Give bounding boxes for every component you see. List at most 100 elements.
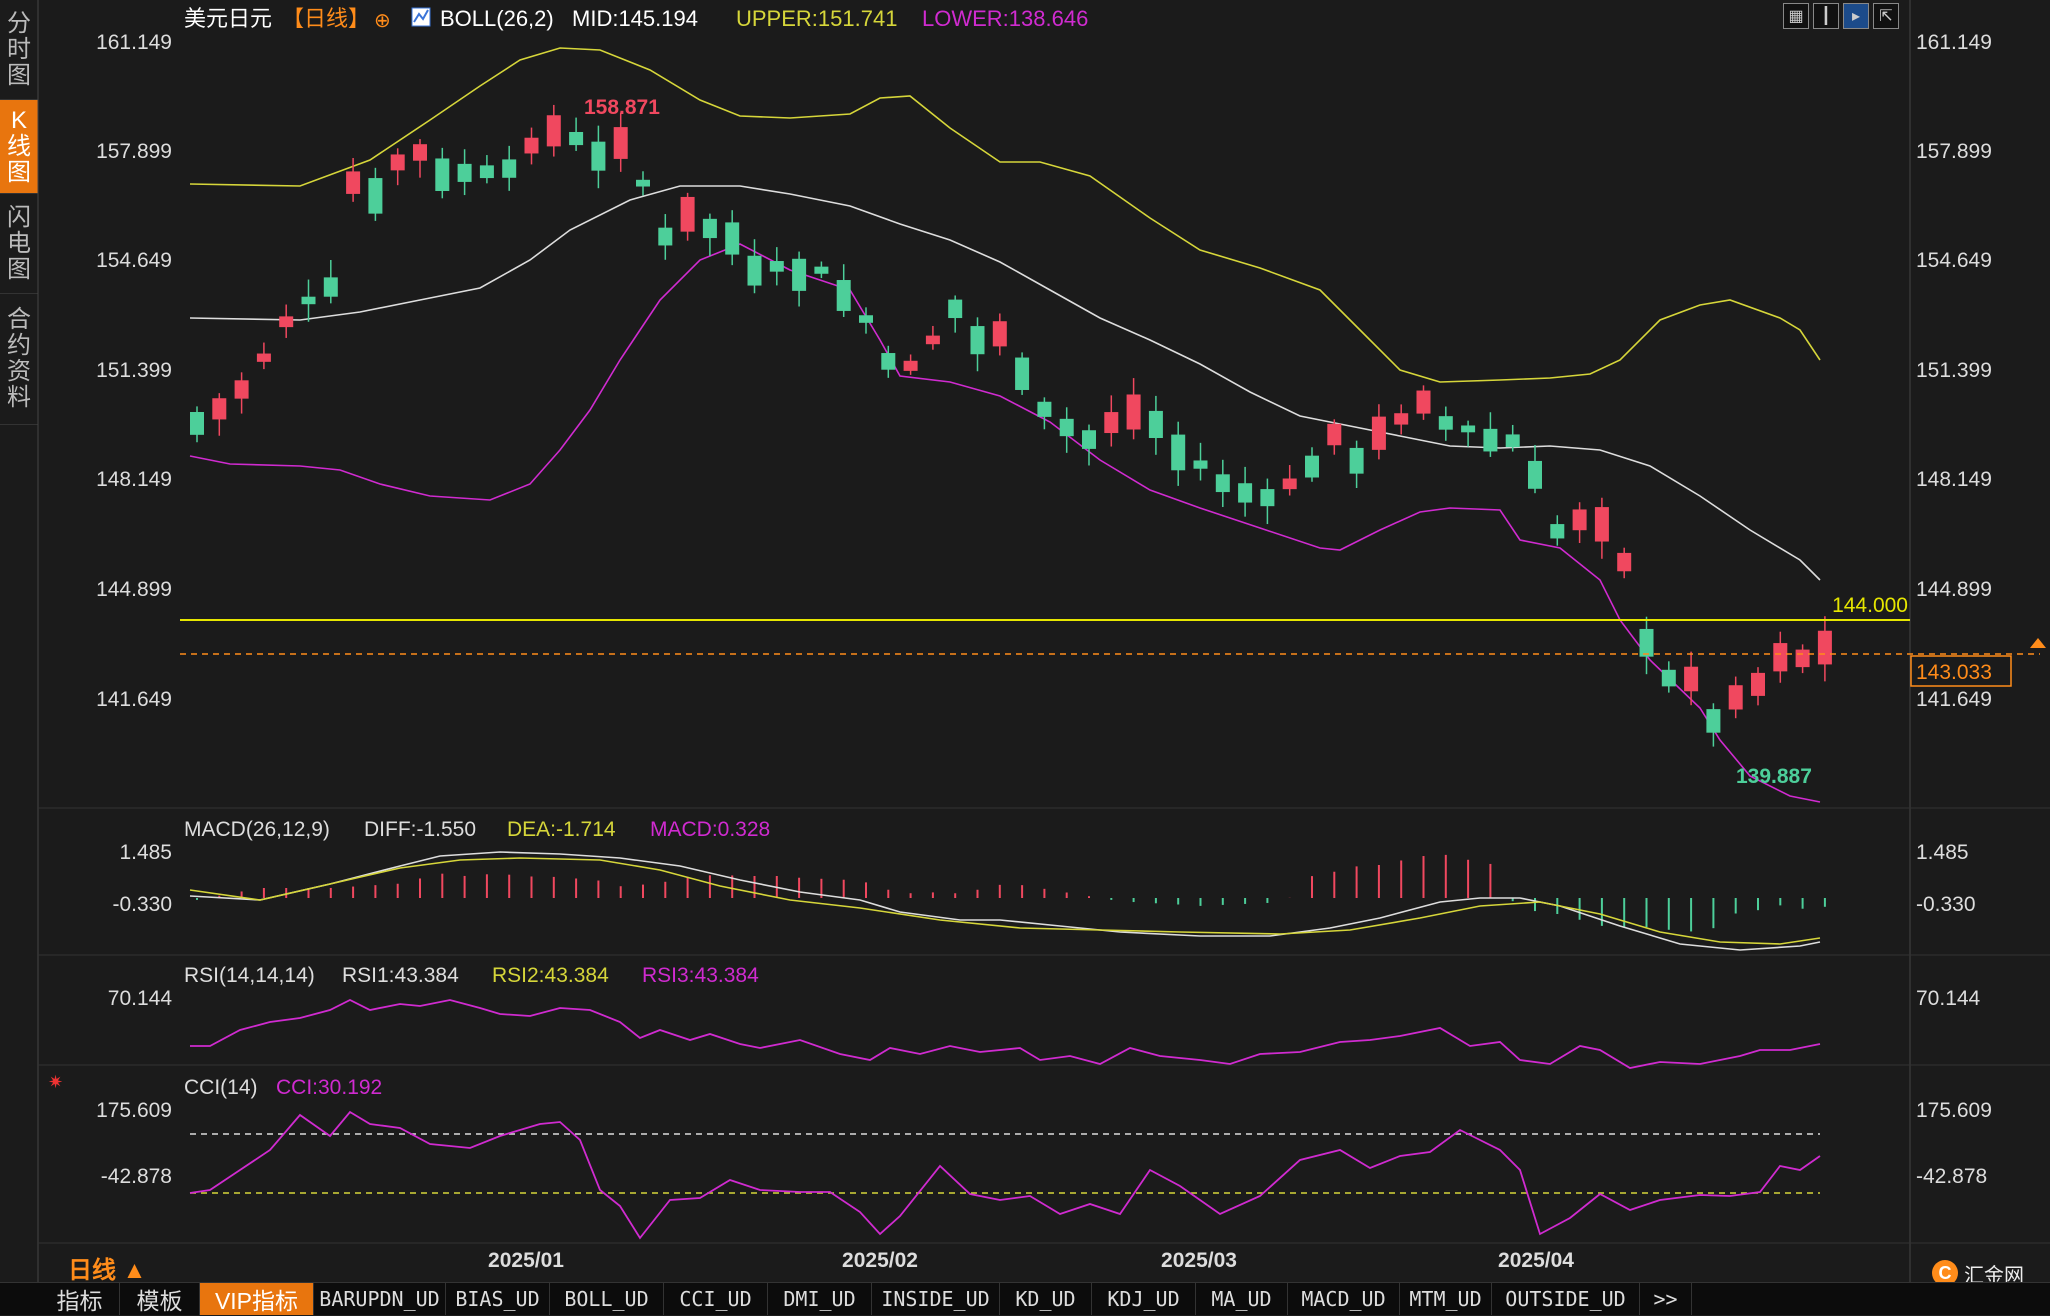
bottom-tab[interactable]: OUTSIDE_UD bbox=[1492, 1283, 1640, 1315]
candle-body bbox=[323, 277, 338, 297]
bottom-tab[interactable]: KDJ_UD bbox=[1092, 1283, 1196, 1315]
candle-body bbox=[747, 255, 762, 286]
candle-body bbox=[502, 159, 517, 178]
candle-body bbox=[1327, 423, 1342, 446]
cci-line bbox=[189, 1110, 1821, 1240]
tab-kline[interactable]: K线图 bbox=[0, 100, 38, 194]
candle-body bbox=[836, 280, 851, 311]
bottom-tab[interactable]: VIP指标 bbox=[200, 1283, 314, 1315]
candle-view-icon[interactable]: ┃ bbox=[1813, 3, 1839, 29]
candle-body bbox=[1594, 507, 1609, 542]
candle-body bbox=[1684, 666, 1699, 692]
rsi2-value: RSI2:43.384 bbox=[492, 964, 609, 987]
candle-body bbox=[636, 179, 650, 187]
current-price-box bbox=[1910, 655, 2012, 687]
price-tick: 151.399 bbox=[96, 359, 172, 382]
price-tick: 161.149 bbox=[1916, 31, 1992, 54]
bottom-tab[interactable]: >> bbox=[1640, 1283, 1692, 1315]
candle-body bbox=[859, 315, 873, 323]
bottom-tab[interactable]: DMI_UD bbox=[768, 1283, 872, 1315]
tab-flash[interactable]: 闪电图 bbox=[0, 194, 38, 294]
bottom-tab[interactable]: 指标 bbox=[40, 1283, 120, 1315]
bottom-tab[interactable]: MACD_UD bbox=[1288, 1283, 1400, 1315]
bottom-tab[interactable]: MTM_UD bbox=[1400, 1283, 1492, 1315]
candle-body bbox=[1282, 478, 1297, 490]
macd-dea-line bbox=[189, 857, 1821, 945]
chart-type-icon[interactable]: ▸ bbox=[1843, 3, 1869, 29]
bottom-tab[interactable]: BOLL_UD bbox=[550, 1283, 664, 1315]
candle-body bbox=[234, 380, 249, 399]
bottom-tab[interactable]: MA_UD bbox=[1196, 1283, 1288, 1315]
candle-body bbox=[1171, 434, 1186, 471]
candle-body bbox=[569, 131, 584, 146]
macd-tick: 1.485 bbox=[119, 841, 172, 864]
cci-tick: 175.609 bbox=[96, 1099, 172, 1122]
candle-body bbox=[814, 266, 829, 274]
period-selector[interactable]: 日线 ▲ bbox=[68, 1257, 147, 1284]
price-tick: 148.149 bbox=[1916, 468, 1992, 491]
macd-diff-line bbox=[189, 851, 1821, 951]
candle-body bbox=[658, 227, 673, 246]
candle-body bbox=[1572, 509, 1587, 531]
candle-body bbox=[702, 218, 717, 239]
boll-indicator-icon-line bbox=[413, 9, 429, 23]
candle-body bbox=[413, 144, 427, 161]
candle-body bbox=[1706, 709, 1721, 733]
candle-body bbox=[1082, 430, 1096, 449]
candle-body bbox=[948, 299, 963, 319]
price-tick: 154.649 bbox=[1916, 249, 1992, 272]
tab-timeshare[interactable]: 分时图 bbox=[0, 0, 38, 100]
price-tick: 141.649 bbox=[1916, 688, 1992, 711]
macd-histogram bbox=[196, 854, 1826, 932]
macd-label: MACD(26,12,9) bbox=[184, 818, 330, 841]
low-label: 139.887 bbox=[1736, 765, 1812, 788]
bottom-tab[interactable]: KD_UD bbox=[1000, 1283, 1092, 1315]
current-price-arrow bbox=[2030, 638, 2046, 648]
add-indicator-icon[interactable]: ⊕ bbox=[374, 10, 391, 32]
candle-body bbox=[769, 261, 784, 272]
expand-icon[interactable]: ⇱ bbox=[1873, 3, 1899, 29]
settings-icon[interactable]: ✷ bbox=[48, 1072, 64, 1092]
boll-lower-value: LOWER:138.646 bbox=[922, 6, 1088, 31]
macd-dea-value: DEA:-1.714 bbox=[507, 818, 616, 841]
cci-label: CCI(14) bbox=[184, 1076, 258, 1099]
side-tabs: 分时图 K线图 闪电图 合约资料 bbox=[0, 0, 38, 425]
candle-body bbox=[1661, 669, 1676, 687]
candle-body bbox=[725, 222, 740, 255]
tab-contract-info[interactable]: 合约资料 bbox=[0, 294, 38, 425]
candle-body bbox=[346, 171, 361, 194]
bottom-tab[interactable]: CCI_UD bbox=[664, 1283, 768, 1315]
rsi1-value: RSI1:43.384 bbox=[342, 964, 459, 987]
candle-body bbox=[457, 163, 472, 182]
candle-body bbox=[925, 335, 940, 345]
candle-body bbox=[680, 196, 695, 232]
current-price-label: 143.033 bbox=[1916, 661, 1992, 684]
high-label: 158.871 bbox=[584, 96, 660, 119]
bottom-tab[interactable]: 模板 bbox=[120, 1283, 200, 1315]
grid-view-icon[interactable]: ▦ bbox=[1783, 3, 1809, 29]
price-tick: 144.899 bbox=[96, 578, 172, 601]
tab-label: 合约资料 bbox=[7, 306, 31, 411]
date-tick: 2025/02 bbox=[842, 1249, 918, 1272]
candle-body bbox=[903, 360, 918, 371]
date-axis: 2025/01 2025/02 2025/03 2025/04 bbox=[488, 1249, 1574, 1272]
candle-body bbox=[1639, 628, 1654, 657]
date-tick: 2025/01 bbox=[488, 1249, 564, 1272]
bottom-tab[interactable]: BIAS_UD bbox=[446, 1283, 550, 1315]
candle-body bbox=[1126, 394, 1141, 430]
chart-canvas[interactable]: 美元日元 【日线】 ⊕ BOLL(26,2) MID:145.194 UPPER… bbox=[0, 0, 2050, 1282]
candle-body bbox=[1795, 649, 1810, 668]
price-axis-left: 161.149 157.899 154.649 151.399 148.149 … bbox=[96, 31, 172, 711]
candle-body bbox=[1037, 401, 1052, 417]
boll-label: BOLL(26,2) bbox=[440, 6, 554, 31]
boll-mid-line bbox=[189, 185, 1821, 581]
candle-body bbox=[190, 412, 204, 435]
candle-body bbox=[1817, 630, 1832, 665]
candle-body bbox=[279, 316, 294, 328]
bottom-tab[interactable]: BARUPDN_UD bbox=[314, 1283, 446, 1315]
candle-body bbox=[992, 321, 1007, 347]
candle-body bbox=[1773, 643, 1788, 672]
macd-tick: -0.330 bbox=[1916, 893, 1976, 916]
bottom-tab[interactable]: INSIDE_UD bbox=[872, 1283, 1000, 1315]
macd-diff-value: DIFF:-1.550 bbox=[364, 818, 476, 841]
